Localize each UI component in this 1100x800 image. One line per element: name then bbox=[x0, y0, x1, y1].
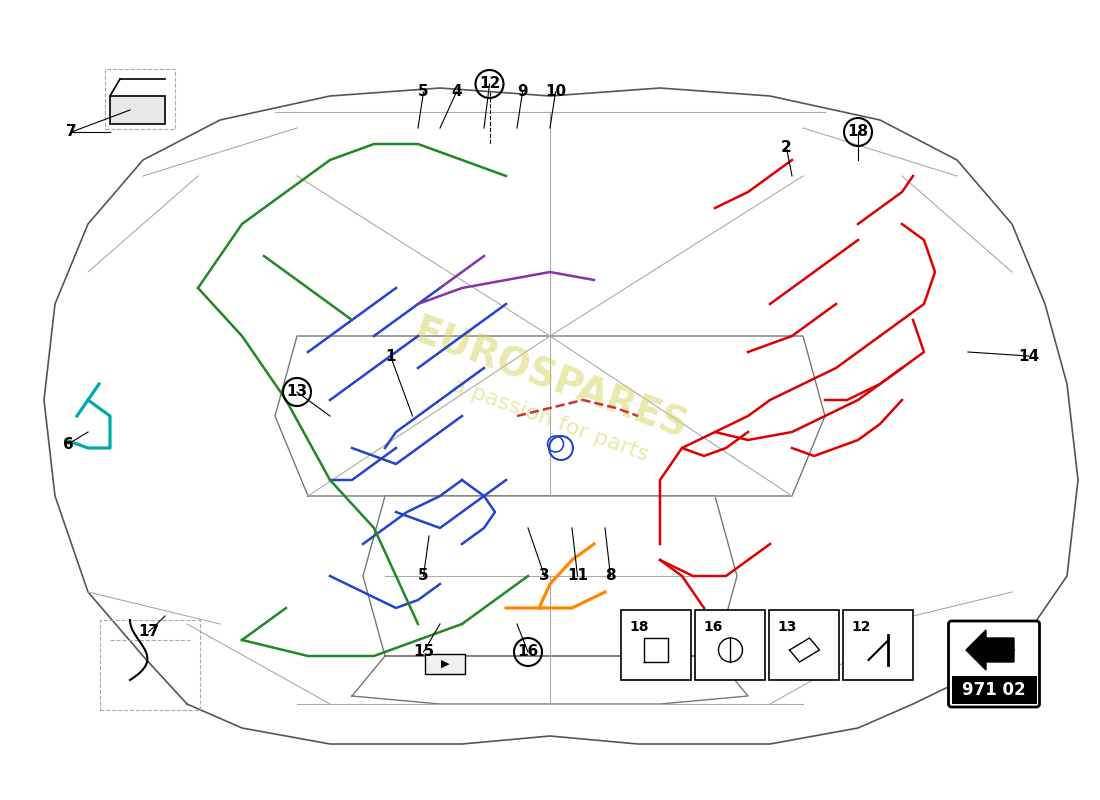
FancyBboxPatch shape bbox=[621, 610, 692, 680]
Text: 13: 13 bbox=[286, 385, 308, 399]
Text: 18: 18 bbox=[629, 620, 649, 634]
Text: 11: 11 bbox=[566, 569, 588, 583]
Text: 8: 8 bbox=[605, 569, 616, 583]
Text: 13: 13 bbox=[778, 620, 796, 634]
Text: 14: 14 bbox=[1018, 349, 1040, 363]
Text: 971 02: 971 02 bbox=[962, 681, 1026, 699]
Text: 7: 7 bbox=[66, 125, 77, 139]
Text: 6: 6 bbox=[63, 437, 74, 451]
FancyBboxPatch shape bbox=[110, 96, 165, 124]
Text: a passion for parts: a passion for parts bbox=[449, 375, 651, 465]
Text: 5: 5 bbox=[418, 85, 429, 99]
FancyBboxPatch shape bbox=[948, 621, 1040, 707]
Polygon shape bbox=[966, 630, 1014, 670]
Text: 12: 12 bbox=[851, 620, 871, 634]
Text: 2: 2 bbox=[781, 141, 792, 155]
Text: 3: 3 bbox=[539, 569, 550, 583]
Text: ▶: ▶ bbox=[441, 659, 449, 669]
Text: 15: 15 bbox=[412, 645, 434, 659]
FancyBboxPatch shape bbox=[695, 610, 766, 680]
Text: 1: 1 bbox=[385, 349, 396, 363]
FancyBboxPatch shape bbox=[770, 610, 839, 680]
Text: 17: 17 bbox=[138, 625, 160, 639]
Text: 5: 5 bbox=[418, 569, 429, 583]
FancyBboxPatch shape bbox=[952, 676, 1036, 704]
FancyBboxPatch shape bbox=[844, 610, 913, 680]
FancyBboxPatch shape bbox=[425, 654, 465, 674]
Text: 16: 16 bbox=[517, 645, 539, 659]
Text: 12: 12 bbox=[478, 77, 500, 91]
Text: 16: 16 bbox=[704, 620, 723, 634]
Text: 4: 4 bbox=[451, 85, 462, 99]
Text: EUROSPARES: EUROSPARES bbox=[408, 313, 692, 447]
Text: 9: 9 bbox=[517, 85, 528, 99]
Text: 18: 18 bbox=[847, 125, 869, 139]
Text: 10: 10 bbox=[544, 85, 566, 99]
